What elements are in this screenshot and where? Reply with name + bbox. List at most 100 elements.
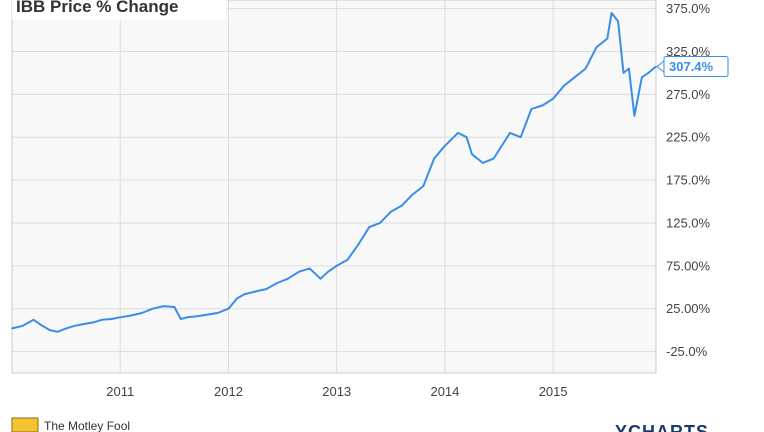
data-point — [509, 132, 511, 134]
x-tick-label: 2011 — [106, 384, 134, 399]
x-tick-label: 2014 — [430, 384, 459, 399]
data-point — [444, 145, 446, 147]
last-value-label: 307.4% — [669, 59, 714, 74]
data-point — [400, 205, 403, 207]
data-point — [92, 321, 94, 324]
data-point — [647, 72, 650, 74]
data-point — [254, 290, 257, 293]
data-point — [595, 46, 598, 48]
data-point — [530, 108, 533, 110]
data-point — [173, 306, 176, 308]
chart-title: IBB Price % Change — [16, 0, 179, 16]
data-point — [368, 226, 371, 228]
data-point — [216, 312, 219, 314]
data-point — [492, 157, 495, 160]
x-tick-label: 2015 — [539, 384, 568, 399]
last-value-callout: 307.4% — [656, 56, 729, 77]
footer-brand: YCHARTS — [615, 422, 709, 432]
y-tick-label: 275.0% — [666, 87, 711, 102]
data-point — [633, 115, 636, 117]
series-line — [11, 11, 657, 333]
data-point — [655, 65, 657, 68]
data-point — [641, 76, 643, 78]
data-point — [335, 265, 338, 267]
data-point — [180, 318, 182, 320]
y-tick-label: 325.0% — [666, 44, 711, 59]
data-point — [411, 193, 414, 196]
callout-arrow — [656, 59, 665, 74]
data-point — [503, 140, 506, 143]
data-point — [606, 37, 609, 40]
data-point — [482, 162, 484, 164]
data-point — [56, 331, 59, 333]
data-point — [390, 211, 392, 213]
grid-layer — [12, 0, 656, 373]
data-point — [41, 325, 44, 327]
y-tick-label: -25.0% — [666, 344, 708, 359]
data-point — [519, 136, 522, 138]
data-point — [465, 136, 468, 138]
data-point — [186, 316, 189, 319]
y-tick-label: 175.0% — [666, 173, 711, 188]
data-point — [11, 327, 13, 330]
data-point — [622, 72, 625, 74]
data-point — [471, 153, 473, 156]
plot-border — [11, 0, 657, 374]
data-point — [141, 312, 143, 314]
data-point — [422, 185, 425, 187]
data-point — [379, 222, 381, 224]
data-point — [574, 76, 576, 78]
y-axis-ticks: -25.0% 25.00% 75.00% 125.0% 175.0% 225.0% 275.… — [666, 1, 711, 359]
data-point — [308, 267, 311, 270]
data-point — [319, 277, 322, 280]
data-point — [287, 277, 289, 280]
data-point — [110, 318, 113, 320]
data-point — [243, 293, 246, 295]
data-point — [541, 104, 544, 107]
data-point — [65, 327, 67, 330]
data-point — [276, 282, 279, 284]
data-point — [265, 288, 268, 290]
data-point — [617, 20, 619, 23]
data-point — [457, 132, 459, 134]
footer: The Motley Fool YCHARTS — [11, 417, 709, 432]
data-point — [162, 305, 165, 307]
data-point — [298, 271, 300, 273]
data-point — [433, 157, 435, 160]
data-point — [32, 319, 35, 321]
y-tick-label: 125.0% — [666, 215, 711, 230]
data-point — [552, 97, 554, 100]
plot-background — [12, 0, 656, 373]
series-layer — [11, 11, 657, 333]
data-point — [82, 323, 85, 325]
x-tick-label: 2013 — [322, 384, 351, 399]
x-axis-ticks: 2011 2012 2013 2014 2015 — [106, 384, 567, 399]
data-point — [236, 297, 238, 300]
data-point — [74, 325, 76, 327]
data-point — [346, 259, 349, 261]
data-point — [610, 12, 613, 14]
y-tick-label: 25.00% — [666, 301, 711, 316]
data-point — [151, 307, 154, 310]
title-background — [12, 0, 226, 20]
y-tick-label: 75.00% — [666, 258, 711, 273]
data-point — [452, 136, 455, 138]
data-point — [101, 319, 103, 321]
footer-logo-icon — [11, 417, 39, 432]
data-point — [119, 316, 121, 319]
data-point — [227, 307, 230, 310]
callout-box — [663, 56, 729, 77]
footer-logo-text: The Motley Fool — [44, 419, 130, 432]
data-point — [206, 313, 208, 316]
data-point — [22, 325, 24, 327]
data-point — [628, 67, 630, 70]
data-point — [584, 67, 587, 70]
x-tick-label: 2012 — [214, 384, 243, 399]
data-point — [327, 271, 329, 273]
data-point — [49, 329, 51, 331]
y-tick-label: 225.0% — [666, 130, 711, 145]
data-point — [195, 315, 197, 318]
y-tick-label: 375.0% — [666, 1, 711, 16]
data-point — [563, 84, 565, 87]
